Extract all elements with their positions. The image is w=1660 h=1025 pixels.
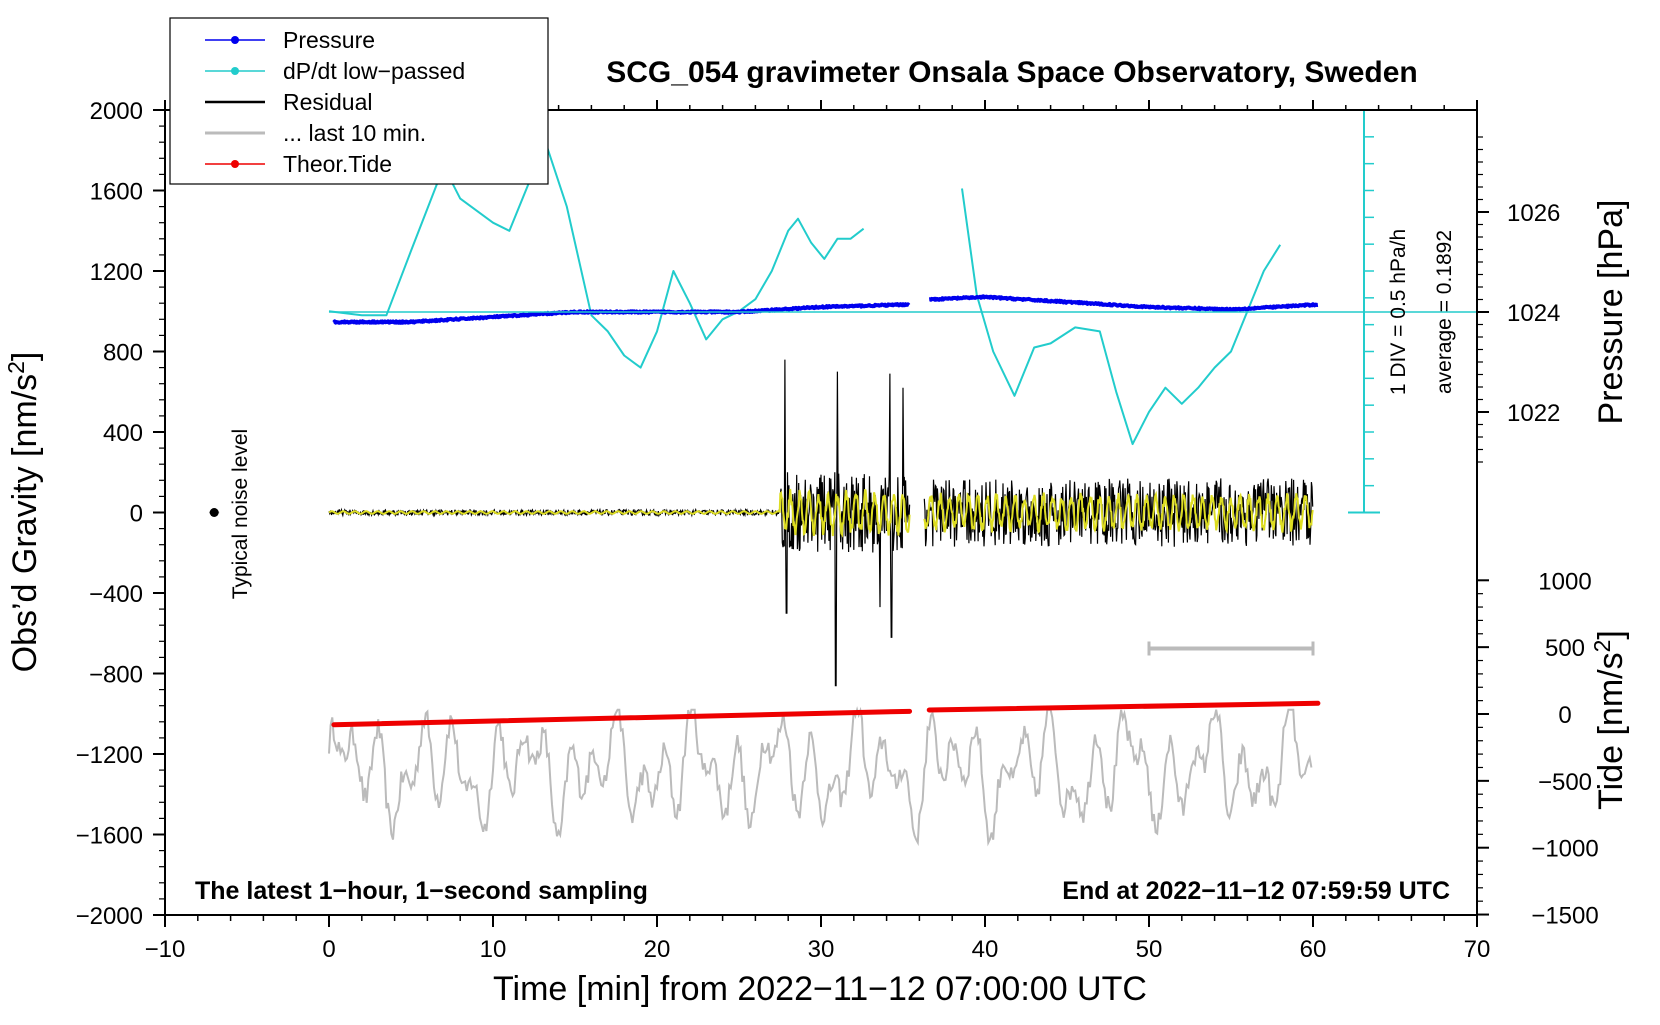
y-left-label-main: Obs’d Gravity [nm/s xyxy=(6,374,44,673)
dpdt-line xyxy=(328,141,865,369)
x-tick-label: 70 xyxy=(1464,936,1491,963)
y-tick-label: −1200 xyxy=(76,742,143,769)
y-tick-label: 800 xyxy=(103,340,143,367)
x-axis-label: Time [min] from 2022−11−12 07:00:00 UTC xyxy=(493,970,1147,1008)
pressure-tick-label: 1024 xyxy=(1507,300,1560,327)
tide-series xyxy=(331,700,1321,728)
y-tick-label: 400 xyxy=(103,420,143,447)
x-tick-label: 50 xyxy=(1136,936,1163,963)
legend-label-pressure: Pressure xyxy=(283,27,375,53)
x-tick-label: 30 xyxy=(808,936,835,963)
last10-line xyxy=(328,706,1313,847)
noise-level-label: Typical noise level xyxy=(229,429,252,599)
dpdt-line xyxy=(961,188,1282,446)
dpdt-series xyxy=(328,141,1282,446)
pressure-tick-label: 1022 xyxy=(1507,400,1560,427)
y-tick-label: −800 xyxy=(89,662,143,689)
tide-label-main: Tide [nm/s xyxy=(1592,652,1630,809)
average-label: average = 0.1892 xyxy=(1433,230,1456,394)
legend-marker-dpdt xyxy=(231,67,239,75)
residual-filtered-line xyxy=(923,490,1314,534)
tide-tick-label: −1000 xyxy=(1531,836,1598,863)
annotation-bottom-right: End at 2022−11−12 07:59:59 UTC xyxy=(1062,877,1450,905)
residual-filtered-line xyxy=(328,488,911,538)
div-scale-label: 1 DIV = 0.5 hPa/h xyxy=(1387,229,1410,395)
legend-marker-tide xyxy=(231,160,239,168)
y-tick-label: 0 xyxy=(130,501,143,528)
annotation-bottom-left: The latest 1−hour, 1−second sampling xyxy=(195,877,648,905)
legend-label-residual: Residual xyxy=(283,89,373,115)
tide-tick-label: 1000 xyxy=(1538,568,1591,595)
tide-tick-label: −1500 xyxy=(1531,903,1598,930)
y-tick-label: 1200 xyxy=(90,259,143,286)
x-tick-label: 10 xyxy=(480,936,507,963)
y-tick-label: 1600 xyxy=(90,179,143,206)
tide-tick-label: 0 xyxy=(1558,702,1571,729)
tide-line xyxy=(331,708,913,728)
tide-tick-label: 500 xyxy=(1545,635,1585,662)
tide-axis-label: Tide [nm/s2] xyxy=(1589,630,1630,810)
y-tick-label: 2000 xyxy=(90,98,143,125)
x-tick-label: 40 xyxy=(972,936,999,963)
x-tick-label: 0 xyxy=(322,936,335,963)
pressure-line xyxy=(928,294,1320,313)
chart-title: SCG_054 gravimeter Onsala Space Observat… xyxy=(606,56,1418,89)
legend-label-tide: Theor.Tide xyxy=(283,151,392,177)
legend-marker-pressure xyxy=(231,36,239,44)
x-tick-label: −10 xyxy=(145,936,186,963)
y-tick-label: −400 xyxy=(89,581,143,608)
pressure-axis-label: Pressure [hPa] xyxy=(1592,200,1630,425)
noise-level-marker xyxy=(209,508,219,517)
tide-tick-label: −500 xyxy=(1538,769,1592,796)
y-tick-label: −1600 xyxy=(76,823,143,850)
tide-line xyxy=(926,700,1321,713)
last10-series xyxy=(328,706,1313,847)
legend-label-last10: ... last 10 min. xyxy=(283,120,426,146)
legend-label-dpdt: dP/dt low−passed xyxy=(283,58,465,84)
residual-series xyxy=(328,359,1314,687)
y-left-axis-label: Obs’d Gravity [nm/s2] xyxy=(3,352,44,673)
y-tick-label: −2000 xyxy=(76,903,143,930)
x-tick-label: 60 xyxy=(1300,936,1327,963)
tide-label-sup: 2 xyxy=(1589,640,1615,653)
legend: Pressure dP/dt low−passed Residual ... l… xyxy=(169,17,549,185)
pressure-tick-label: 1026 xyxy=(1507,200,1560,227)
y-left-label-sup: 2 xyxy=(3,361,29,374)
x-tick-label: 20 xyxy=(644,936,671,963)
tide-label-close: ] xyxy=(1592,630,1630,639)
y-left-label-close: ] xyxy=(6,352,44,361)
